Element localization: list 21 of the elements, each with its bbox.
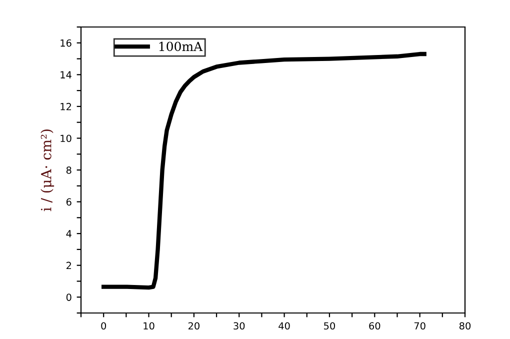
y-axis-title: i / (μA· cm²) [40, 130, 54, 212]
x-tick-label: 40 [278, 322, 290, 330]
y-tick-label: 16 [60, 39, 72, 47]
y-tick-label: 0 [66, 294, 72, 301]
y-tick-label: 10 [60, 134, 72, 142]
y-tick-label: 12 [60, 102, 71, 110]
legend-label: 100mA [159, 42, 203, 52]
x-tick-label: 30 [234, 322, 245, 330]
x-tick-label: 60 [369, 322, 380, 330]
x-tick-label: 10 [144, 322, 154, 330]
y-tick-label: 4 [66, 230, 72, 238]
x-tick-label: 70 [414, 322, 426, 330]
x-tick-label: 50 [324, 322, 336, 330]
y-tick-label: 8 [66, 166, 72, 174]
x-tick-label: 80 [459, 322, 471, 330]
line-series [102, 52, 426, 290]
y-tick-label: 2 [66, 262, 71, 270]
y-tick-label: 6 [66, 198, 72, 206]
x-tick-label: 0 [101, 322, 106, 330]
x-tick-label: 20 [188, 322, 200, 330]
y-tick-label: 14 [60, 71, 72, 78]
